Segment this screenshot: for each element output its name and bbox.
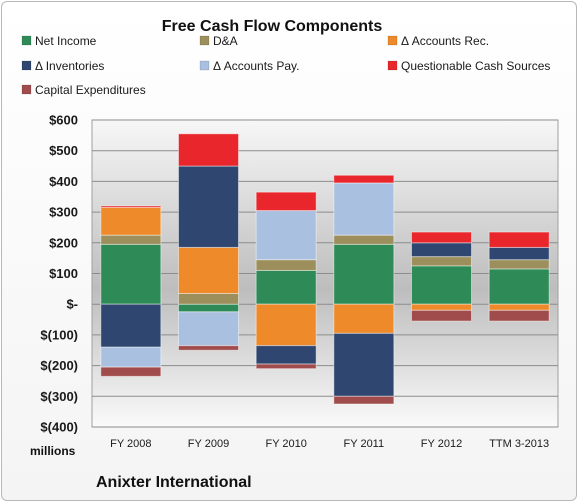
- bar-segment: [178, 345, 239, 351]
- bar-segment: [488, 259, 550, 270]
- y-tick-label: $(300): [40, 389, 78, 404]
- bar-segment: [178, 303, 239, 313]
- legend-entry: Net Income: [35, 34, 97, 48]
- legend-entry: Questionable Cash Sources: [401, 59, 550, 73]
- bar-segment: [100, 303, 162, 348]
- bar-segment: [488, 303, 550, 311]
- legend-swatch: [199, 35, 210, 46]
- bar-segment: [333, 303, 395, 334]
- bar-segment: [333, 174, 395, 184]
- x-tick-label: FY 2008: [110, 438, 151, 450]
- bar-segment: [178, 165, 239, 248]
- legend-swatch: [387, 60, 398, 71]
- bar-segment: [255, 259, 317, 271]
- legend-swatch: [21, 35, 32, 46]
- bar-segment: [178, 246, 239, 294]
- units-label: millions: [30, 444, 76, 458]
- bar-segment: [255, 363, 317, 370]
- legend: Net Income D&A Δ Accounts Rec. Δ Inventorie…: [21, 34, 550, 97]
- bar-segment: [333, 395, 395, 405]
- bar-segment: [255, 191, 317, 212]
- legend-swatch: [21, 60, 32, 71]
- bar-segment: [178, 311, 239, 347]
- y-tick-label: $500: [49, 143, 78, 158]
- x-tick-label: FY 2010: [265, 438, 306, 450]
- bar-segment: [255, 269, 317, 305]
- bar-segment: [100, 234, 162, 245]
- bar-segment: [333, 332, 395, 397]
- bar-segment: [411, 309, 472, 322]
- y-tick-label: $600: [49, 113, 78, 128]
- bar-segment: [100, 366, 162, 377]
- bars: [100, 133, 550, 405]
- legend-entry: Δ Accounts Rec.: [401, 34, 489, 48]
- legend-entry: Capital Expenditures: [35, 83, 146, 97]
- bar-segment: [411, 265, 472, 305]
- legend-swatch: [387, 35, 398, 46]
- legend-swatch: [199, 60, 210, 71]
- x-tick-label: FY 2012: [421, 438, 462, 450]
- y-axis-ticks: $600 $500 $400 $300 $200 $100 $- $(100) $(200) $(…: [40, 113, 78, 435]
- x-tick-label: TTM 3-2013: [489, 438, 549, 450]
- y-tick-label: $200: [49, 235, 78, 250]
- bar-segment: [333, 234, 395, 245]
- legend-entry: Δ Accounts Pay.: [213, 59, 300, 73]
- bar-segment: [255, 345, 317, 365]
- bar-segment: [178, 292, 239, 305]
- y-tick-label: $100: [49, 266, 78, 281]
- bar-segment: [488, 246, 550, 261]
- bar-segment: [411, 231, 472, 244]
- y-tick-label: $(200): [40, 358, 78, 373]
- bar-segment: [411, 256, 472, 267]
- y-tick-label: $300: [49, 205, 78, 220]
- bar-segment: [333, 182, 395, 236]
- bar-segment: [255, 303, 317, 347]
- gridlines: [92, 119, 558, 428]
- bar-segment: [100, 205, 162, 208]
- x-axis-ticks: FY 2008 FY 2009 FY 2010 FY 2011 FY 2012 TTM 3…: [110, 438, 549, 450]
- bar-segment: [333, 243, 395, 305]
- bar-segment: [488, 231, 550, 248]
- y-tick-label: $(100): [40, 327, 78, 342]
- y-tick-label: $-: [66, 297, 78, 312]
- bar-segment: [255, 210, 317, 261]
- company-name: Anixter International: [96, 474, 252, 491]
- legend-entry: D&A: [213, 34, 238, 48]
- bar-segment: [100, 346, 162, 368]
- x-tick-label: FY 2011: [344, 438, 385, 450]
- x-tick-label: FY 2009: [188, 438, 229, 450]
- bar-segment: [488, 268, 550, 305]
- legend-swatch: [21, 84, 32, 95]
- bar-segment: [411, 303, 472, 311]
- bar-segment: [100, 243, 162, 305]
- bar-segment: [488, 309, 550, 322]
- chart-title: Free Cash Flow Components: [162, 18, 383, 35]
- y-tick-label: $400: [49, 174, 78, 189]
- y-tick-label: $(400): [40, 420, 78, 435]
- bar-segment: [178, 133, 239, 167]
- legend-entry: Δ Inventories: [35, 59, 104, 73]
- bar-segment: [100, 206, 162, 236]
- bar-segment: [411, 242, 472, 258]
